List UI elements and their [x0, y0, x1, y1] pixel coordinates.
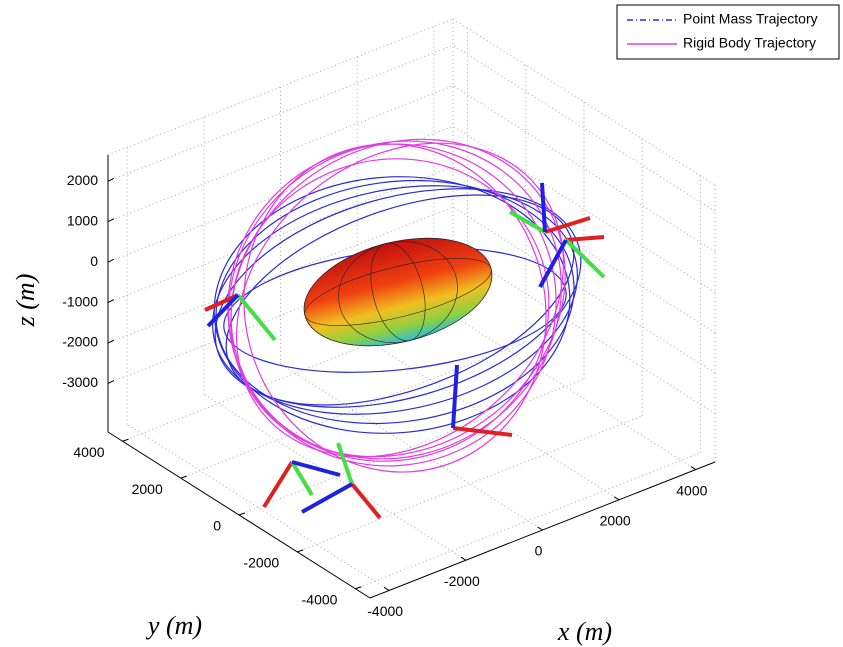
z-tick-label: 2000 [67, 172, 98, 188]
grid-line [452, 125, 716, 293]
z-tick [107, 177, 115, 182]
body-frames [204, 182, 606, 520]
grid-line [355, 452, 701, 590]
x-tick [460, 556, 467, 561]
legend: Point Mass Trajectory Rigid Body Trajecto… [616, 4, 840, 60]
z-tick [107, 218, 115, 223]
legend-box [616, 4, 840, 60]
z-tick-label: -3000 [62, 374, 98, 390]
y-tick-label: -2000 [243, 555, 279, 571]
y-tick-label: 4000 [73, 444, 104, 460]
y-tick-label: 0 [213, 518, 221, 534]
x-axis-label: x (m) [557, 617, 612, 646]
z-tick [107, 339, 115, 344]
z-axis-label: z (m) [11, 274, 40, 328]
z-tick [107, 299, 115, 304]
z-tick-label: 0 [90, 253, 98, 269]
legend-label: Point Mass Trajectory [683, 11, 818, 27]
ticks: -3000 -2000 -1000 0 1000 2000 -4000 -2000 0 2000 4… [62, 155, 716, 619]
y-tick [355, 586, 362, 590]
y-tick-label: -4000 [302, 591, 338, 607]
x-tick-label: 4000 [676, 482, 707, 498]
point-mass-orbits [212, 176, 582, 434]
x-tick [613, 496, 620, 501]
z-tick [107, 258, 115, 263]
x-tick [537, 526, 543, 531]
grid-line [107, 44, 454, 182]
z-tick [107, 380, 115, 384]
y-tick [122, 438, 129, 442]
x-tick [690, 466, 697, 470]
y-tick [238, 512, 246, 516]
grid-line [203, 393, 467, 561]
grid-line [238, 378, 585, 516]
legend-label: Rigid Body Trajectory [683, 35, 816, 51]
x-tick [383, 587, 390, 591]
y-tick [297, 549, 304, 553]
y-axis-label: y (m) [145, 611, 202, 640]
x-tick-label: -4000 [367, 603, 403, 619]
z-tick-label: -2000 [62, 334, 98, 350]
x-tick-label: -2000 [444, 573, 480, 589]
y-tick-label: 2000 [132, 481, 163, 497]
x-tick-label: 0 [535, 543, 543, 559]
y-tick [180, 475, 187, 479]
x-tick-label: 2000 [600, 512, 631, 528]
grid-line [107, 85, 454, 223]
asteroid [303, 237, 493, 347]
z-tick-label: -1000 [62, 293, 98, 309]
z-tick-label: 1000 [67, 212, 98, 228]
